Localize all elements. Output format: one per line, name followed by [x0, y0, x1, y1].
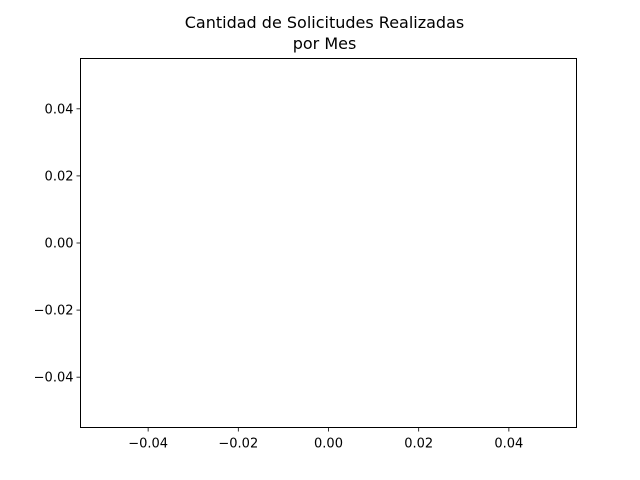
- x-axis: −0.04 −0.02 0.00 0.02 0.04: [128, 427, 523, 452]
- y-tick-label: −0.04: [34, 371, 74, 386]
- x-tick-label: −0.02: [218, 437, 258, 452]
- y-tick-label: −0.02: [34, 304, 74, 319]
- y-tick-label: 0.02: [45, 169, 74, 184]
- x-tick-label: 0.00: [314, 437, 343, 452]
- x-tick-label: 0.02: [404, 437, 433, 452]
- y-axis: −0.04 −0.02 0.00 0.02 0.04: [34, 102, 81, 386]
- x-tick-label: −0.04: [128, 437, 168, 452]
- chart-title-line-1: Cantidad de Solicitudes Realizadas: [185, 13, 464, 32]
- chart-title-line-2: por Mes: [293, 34, 357, 53]
- y-tick-label: 0.00: [45, 237, 74, 252]
- x-tick-label: 0.04: [494, 437, 523, 452]
- y-tick-label: 0.04: [45, 102, 74, 117]
